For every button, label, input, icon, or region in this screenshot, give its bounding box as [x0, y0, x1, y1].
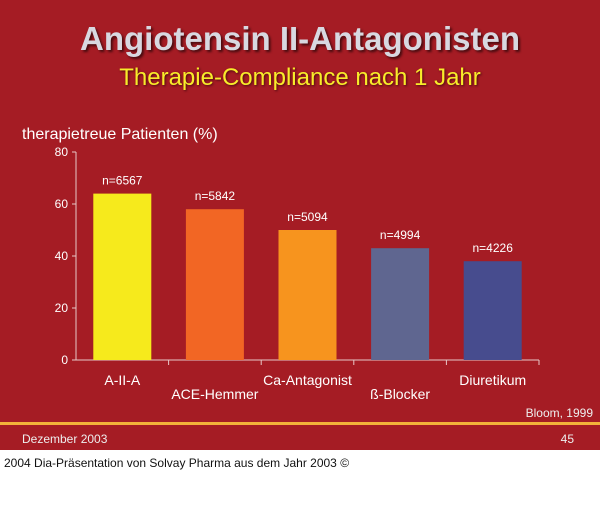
page-number: 45 — [560, 432, 574, 446]
category-label: ACE-Hemmer — [171, 386, 258, 402]
source-citation: Bloom, 1999 — [525, 406, 593, 420]
bar-chart: 0 20 40 60 80 n=6567 A-II-A n=5842 ACE-Hemmer n=5… — [55, 145, 540, 402]
y-tick-label: 40 — [55, 249, 69, 263]
category-label: Diuretikum — [459, 372, 526, 388]
slide-subtitle: Therapie-Compliance nach 1 Jahr — [119, 64, 481, 91]
category-label: ß-Blocker — [370, 386, 430, 402]
slide: Angiotensin II-Antagonisten Therapie-Com… — [0, 0, 600, 450]
category-label: A-II-A — [104, 372, 140, 388]
bar — [463, 261, 522, 360]
category-label: Ca-Antagonist — [263, 372, 352, 388]
data-label: n=5842 — [195, 189, 236, 203]
y-tick-label: 80 — [55, 145, 69, 159]
data-label: n=4226 — [473, 241, 514, 255]
y-axis-label: therapietreue Patienten (%) — [22, 126, 218, 143]
data-label: n=5094 — [287, 210, 328, 224]
data-label: n=4994 — [380, 228, 421, 242]
bar — [371, 248, 430, 360]
footer-divider — [0, 422, 600, 425]
y-tick-label: 0 — [61, 353, 68, 367]
bar — [185, 209, 244, 360]
bar — [93, 193, 152, 360]
y-tick-label: 60 — [55, 197, 69, 211]
footer-date: Dezember 2003 — [22, 432, 108, 446]
image-caption: 2004 Dia-Präsentation von Solvay Pharma … — [4, 456, 350, 470]
data-label: n=6567 — [102, 174, 143, 188]
slide-title: Angiotensin II-Antagonisten — [80, 20, 520, 57]
y-tick-label: 20 — [55, 301, 69, 315]
bar — [278, 230, 337, 360]
